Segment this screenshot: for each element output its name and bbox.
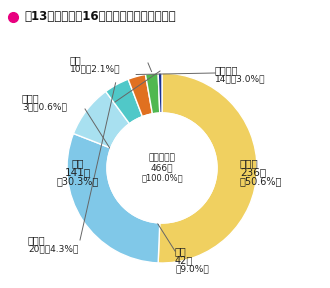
Text: 466人: 466人 (151, 164, 173, 173)
Text: 20人（4.3%）: 20人（4.3%） (28, 245, 79, 253)
Wedge shape (106, 79, 143, 124)
Text: （30.3%）: （30.3%） (57, 176, 99, 186)
Text: 派遣者総数: 派遣者総数 (148, 154, 176, 162)
Wedge shape (146, 73, 160, 114)
Text: アフリカ: アフリカ (215, 65, 239, 75)
Wedge shape (158, 73, 162, 113)
Circle shape (107, 113, 217, 223)
Text: （50.6%）: （50.6%） (240, 176, 282, 186)
Wedge shape (158, 73, 257, 263)
Wedge shape (74, 91, 129, 148)
Text: 図13－３　平成16年度末派遣先地域別状況: 図13－３ 平成16年度末派遣先地域別状況 (25, 10, 176, 24)
Text: 大洋州: 大洋州 (22, 93, 40, 103)
Wedge shape (67, 134, 160, 263)
Text: （100.0%）: （100.0%） (141, 173, 183, 183)
Text: 北米: 北米 (175, 246, 187, 256)
Text: 中南米: 中南米 (28, 235, 46, 245)
Wedge shape (128, 74, 152, 117)
Text: 10人（2.1%）: 10人（2.1%） (70, 65, 120, 73)
Text: 中東: 中東 (70, 55, 82, 65)
Text: 3人（0.6%）: 3人（0.6%） (22, 103, 67, 111)
Text: （9.0%）: （9.0%） (175, 264, 209, 274)
Text: 42人: 42人 (175, 255, 193, 265)
Text: 14人（3.0%）: 14人（3.0%） (215, 75, 266, 84)
Text: 欧州: 欧州 (72, 158, 84, 168)
Text: 236人: 236人 (240, 167, 266, 177)
Text: 141人: 141人 (65, 167, 91, 177)
Text: アジア: アジア (240, 158, 259, 168)
